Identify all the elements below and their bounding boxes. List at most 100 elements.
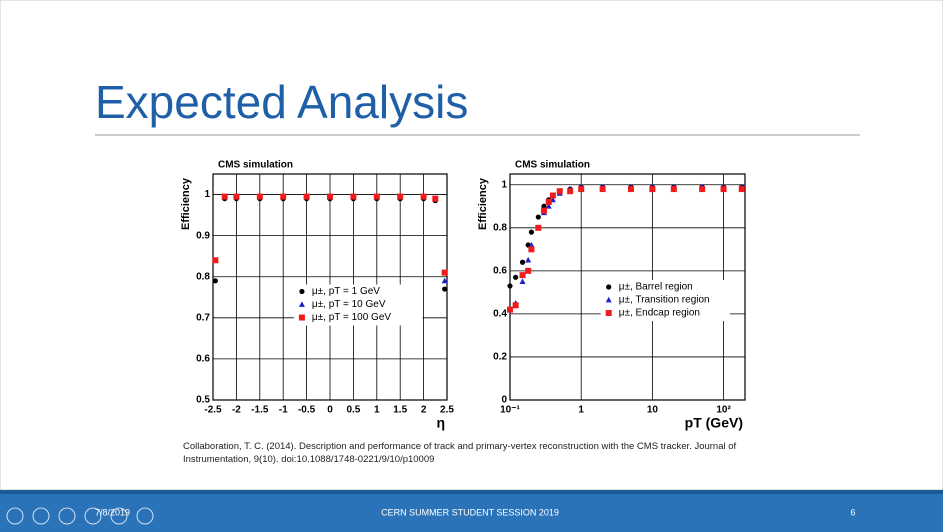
point [441, 277, 448, 284]
legend-label: μ±, Barrel region [619, 282, 693, 293]
point [512, 302, 519, 309]
x-tick-label: 10⁻¹ [500, 405, 520, 416]
pen-button[interactable] [58, 507, 76, 525]
legend-marker [298, 314, 305, 321]
point [541, 203, 547, 209]
y-tick-label: 0.2 [493, 352, 507, 363]
point [525, 267, 532, 274]
legend-label: μ±, Transition region [619, 295, 710, 306]
point [442, 286, 448, 292]
citation: Collaboration, T. C. (2014). Description… [183, 441, 737, 465]
point [649, 186, 656, 193]
y-tick-label: 1 [501, 179, 507, 190]
footer-top [0, 490, 943, 494]
slides-button[interactable] [84, 507, 102, 525]
chart-title: CMS simulation [515, 160, 590, 171]
prev-button[interactable] [6, 507, 24, 525]
point [528, 229, 535, 235]
point [519, 278, 526, 285]
point [545, 203, 552, 209]
point [567, 188, 574, 195]
point [212, 257, 219, 264]
footer-date: 7/8/2019 [95, 507, 130, 517]
x-axis-label: pT (GeV) [685, 415, 743, 431]
point [578, 186, 585, 193]
footer-center: CERN SUMMER STUDENT SESSION 2019 [381, 507, 559, 517]
x-tick-label: -0.5 [298, 405, 316, 416]
y-tick-label: 0.4 [493, 309, 507, 320]
point [699, 186, 706, 193]
point [221, 193, 228, 200]
point [397, 193, 404, 200]
point [535, 224, 542, 231]
legend-label: μ±, pT = 1 GeV [312, 286, 380, 297]
point [519, 272, 526, 279]
slideshow-controls [6, 507, 154, 525]
page-number: 6 [850, 507, 855, 517]
y-tick-label: 0.8 [196, 271, 210, 282]
chart-title: CMS simulation [218, 160, 293, 171]
x-tick-label: 10² [716, 405, 731, 416]
point [256, 193, 263, 200]
point [528, 241, 535, 248]
legend-label: μ±, Endcap region [619, 308, 700, 319]
point [432, 195, 439, 202]
point [535, 214, 541, 220]
x-tick-label: 1 [578, 405, 584, 416]
point [280, 193, 287, 200]
point [528, 246, 535, 253]
point [627, 186, 634, 193]
x-tick-label: 0 [327, 405, 333, 416]
y-tick-label: 0.8 [493, 222, 507, 233]
zoom-button[interactable] [110, 507, 128, 525]
point [373, 193, 380, 200]
legend-marker [606, 284, 612, 290]
point [670, 186, 677, 193]
x-tick-label: 2 [421, 405, 427, 416]
y-tick-label: 0.9 [196, 230, 210, 241]
legend-marker [298, 301, 305, 307]
point [738, 186, 745, 193]
point [441, 269, 448, 276]
x-tick-label: -2.5 [204, 405, 222, 416]
point [513, 274, 519, 280]
y-tick-label: 0 [501, 395, 507, 406]
point [327, 193, 333, 200]
x-tick-label: 0.5 [346, 405, 360, 416]
point [350, 193, 357, 200]
x-tick-label: -1.5 [251, 405, 269, 416]
point [212, 278, 218, 284]
point [233, 193, 240, 200]
legend-marker [605, 310, 612, 316]
footer-bar [0, 490, 943, 532]
point [507, 306, 513, 313]
slide-bg [0, 0, 943, 491]
point [599, 186, 606, 193]
x-tick-label: 1 [374, 405, 380, 416]
y-tick-label: 1 [204, 189, 210, 200]
point [507, 283, 513, 289]
plot-frame [212, 173, 448, 401]
y-axis-label: Efficiency [180, 177, 192, 230]
point [545, 198, 552, 205]
y-tick-label: 0.7 [196, 312, 210, 323]
y-tick-label: 0.6 [196, 354, 210, 365]
x-tick-label: 10 [647, 405, 659, 416]
point [556, 188, 563, 195]
x-tick-label: 1.5 [393, 405, 407, 416]
point [519, 259, 526, 265]
y-tick-label: 0.5 [196, 395, 210, 406]
legend-marker [605, 296, 612, 303]
legend-marker [299, 288, 305, 295]
x-tick-label: -1 [279, 405, 288, 416]
x-tick-label: 2.5 [440, 405, 454, 416]
y-tick-label: 0.6 [493, 265, 507, 276]
more-button[interactable] [136, 507, 154, 525]
point [420, 193, 427, 200]
x-tick-label: -2 [232, 405, 241, 416]
x-axis-label: η [436, 415, 445, 431]
point [525, 256, 532, 263]
legend-bg [600, 280, 730, 321]
next-button[interactable] [32, 507, 50, 525]
